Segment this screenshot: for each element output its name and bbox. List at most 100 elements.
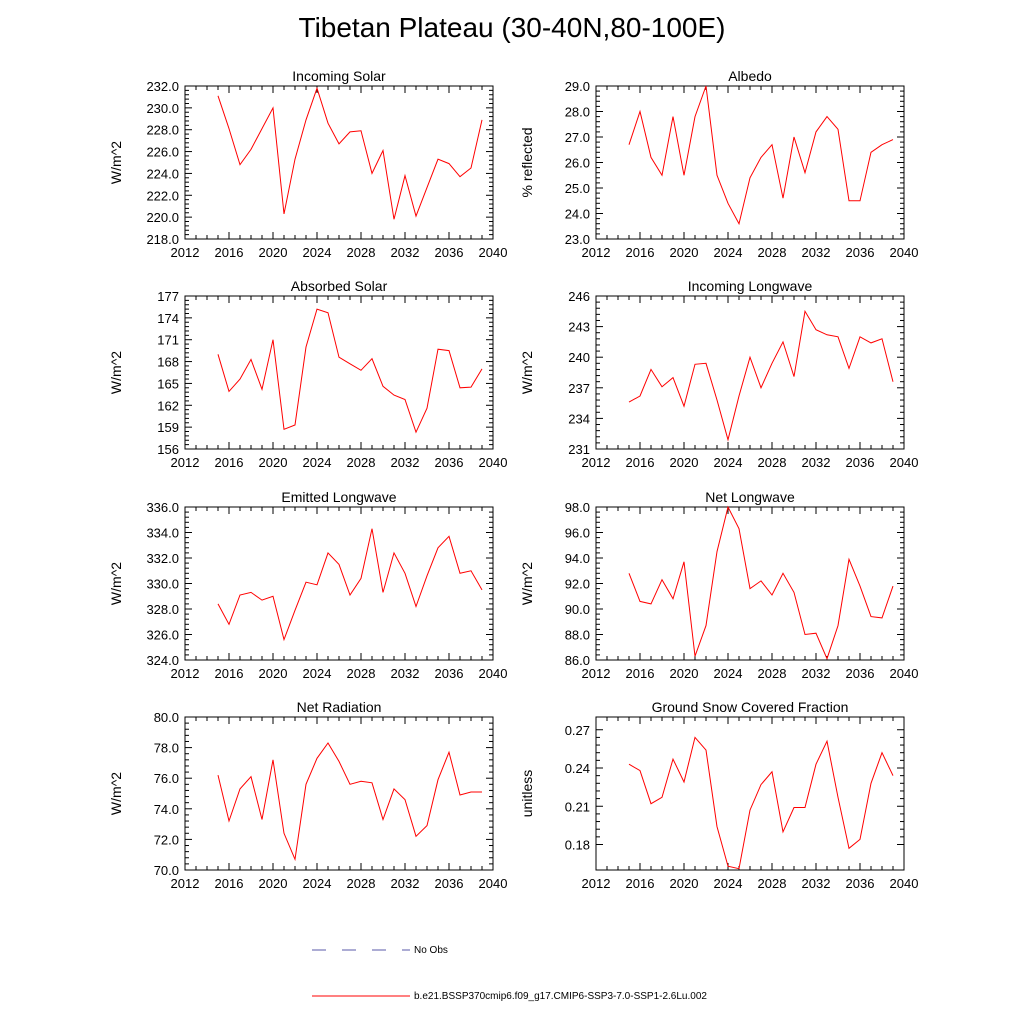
chart-panel: Absorbed Solar W/m^2 2012 2016 2020 2024 2028 2… bbox=[108, 278, 507, 470]
y-tick-label: 334.0 bbox=[146, 526, 179, 541]
x-tick-label: 2032 bbox=[391, 666, 420, 681]
plot-frame bbox=[184, 716, 494, 871]
legend: No Obs b.e21.BSSP370cmip6.f09_g17.CMIP6-S… bbox=[312, 945, 707, 1002]
y-tick-label: 23.0 bbox=[565, 232, 590, 247]
y-axis-label: W/m^2 bbox=[108, 772, 124, 815]
y-tick-label: 90.0 bbox=[565, 602, 590, 617]
x-tick-label: 2032 bbox=[802, 876, 831, 891]
y-tick-label: 0.27 bbox=[565, 723, 590, 738]
x-tick-label: 2024 bbox=[303, 245, 332, 260]
x-tick-label: 2020 bbox=[670, 245, 699, 260]
y-tick-label: 226.0 bbox=[146, 145, 179, 160]
x-tick-label: 2040 bbox=[479, 666, 508, 681]
y-axis-label: % reflected bbox=[519, 127, 535, 197]
x-tick-label: 2024 bbox=[714, 455, 743, 470]
y-tick-label: 162 bbox=[157, 398, 179, 413]
x-tick-label: 2036 bbox=[846, 666, 875, 681]
chart-panel: Net Longwave W/m^2 2012 2016 2020 2024 2028 203… bbox=[519, 489, 918, 681]
x-tick-label: 2028 bbox=[758, 455, 787, 470]
y-tick-label: 86.0 bbox=[565, 653, 590, 668]
y-tick-label: 70.0 bbox=[154, 863, 179, 878]
y-tick-label: 165 bbox=[157, 376, 179, 391]
panel-title: Emitted Longwave bbox=[281, 489, 396, 505]
x-tick-label: 2032 bbox=[802, 245, 831, 260]
y-tick-label: 324.0 bbox=[146, 653, 179, 668]
x-tick-label: 2016 bbox=[626, 666, 655, 681]
x-tick-label: 2028 bbox=[758, 666, 787, 681]
y-tick-label: 94.0 bbox=[565, 551, 590, 566]
x-tick-label: 2024 bbox=[714, 245, 743, 260]
x-tick-label: 2020 bbox=[259, 666, 288, 681]
y-tick-label: 25.0 bbox=[565, 181, 590, 196]
y-tick-label: 328.0 bbox=[146, 602, 179, 617]
x-tick-label: 2024 bbox=[303, 666, 332, 681]
y-tick-label: 74.0 bbox=[154, 802, 179, 817]
x-tick-label: 2016 bbox=[626, 876, 655, 891]
y-axis-label: W/m^2 bbox=[108, 351, 124, 394]
x-tick-label: 2032 bbox=[391, 245, 420, 260]
y-axis-label: W/m^2 bbox=[108, 141, 124, 184]
x-tick-label: 2012 bbox=[582, 245, 611, 260]
y-tick-label: 332.0 bbox=[146, 551, 179, 566]
panel-title: Net Radiation bbox=[297, 699, 382, 715]
series-line bbox=[628, 736, 894, 870]
series-line bbox=[217, 528, 483, 642]
plot-frame bbox=[184, 506, 494, 661]
x-tick-label: 2040 bbox=[479, 245, 508, 260]
y-axis-label: W/m^2 bbox=[108, 562, 124, 605]
y-tick-label: 243 bbox=[568, 320, 590, 335]
y-tick-label: 0.24 bbox=[565, 761, 590, 776]
y-tick-label: 26.0 bbox=[565, 156, 590, 171]
x-tick-label: 2028 bbox=[347, 876, 376, 891]
y-axis-label: W/m^2 bbox=[519, 351, 535, 394]
plot-frame bbox=[595, 85, 905, 240]
y-tick-label: 78.0 bbox=[154, 741, 179, 756]
series-line bbox=[217, 308, 483, 434]
y-tick-label: 330.0 bbox=[146, 577, 179, 592]
x-tick-label: 2012 bbox=[171, 666, 200, 681]
y-tick-label: 232.0 bbox=[146, 79, 179, 94]
x-tick-label: 2016 bbox=[215, 245, 244, 260]
panel-title: Net Longwave bbox=[705, 489, 795, 505]
legend-label-no-obs: No Obs bbox=[414, 945, 448, 956]
x-tick-label: 2040 bbox=[479, 876, 508, 891]
y-tick-label: 231 bbox=[568, 442, 590, 457]
x-tick-label: 2012 bbox=[582, 455, 611, 470]
x-tick-label: 2020 bbox=[670, 455, 699, 470]
x-tick-label: 2032 bbox=[802, 455, 831, 470]
x-tick-label: 2040 bbox=[890, 245, 919, 260]
x-tick-label: 2036 bbox=[846, 455, 875, 470]
y-tick-label: 96.0 bbox=[565, 526, 590, 541]
x-tick-label: 2036 bbox=[846, 876, 875, 891]
x-tick-label: 2028 bbox=[347, 245, 376, 260]
x-tick-label: 2032 bbox=[391, 455, 420, 470]
chart-panel: Emitted Longwave W/m^2 2012 2016 2020 2024 202… bbox=[108, 489, 507, 681]
y-tick-label: 230.0 bbox=[146, 101, 179, 116]
y-tick-label: 234 bbox=[568, 411, 590, 426]
x-tick-label: 2036 bbox=[435, 876, 464, 891]
series-line bbox=[628, 505, 894, 661]
x-tick-label: 2024 bbox=[303, 876, 332, 891]
panel-title: Incoming Longwave bbox=[688, 278, 813, 294]
y-axis-label: W/m^2 bbox=[519, 562, 535, 605]
y-tick-label: 76.0 bbox=[154, 771, 179, 786]
chart-panel: Net Radiation W/m^2 2012 2016 2020 2024 2028 20… bbox=[108, 699, 507, 891]
y-tick-label: 171 bbox=[157, 333, 179, 348]
y-tick-label: 0.18 bbox=[565, 838, 590, 853]
y-tick-label: 80.0 bbox=[154, 710, 179, 725]
panel-title: Ground Snow Covered Fraction bbox=[652, 699, 849, 715]
x-tick-label: 2036 bbox=[846, 245, 875, 260]
x-tick-label: 2040 bbox=[890, 666, 919, 681]
x-tick-label: 2016 bbox=[215, 876, 244, 891]
x-tick-label: 2020 bbox=[259, 455, 288, 470]
x-tick-label: 2032 bbox=[802, 666, 831, 681]
x-tick-label: 2016 bbox=[215, 455, 244, 470]
x-tick-label: 2012 bbox=[582, 666, 611, 681]
series-line bbox=[628, 85, 894, 226]
figure-title: Tibetan Plateau (30-40N,80-100E) bbox=[298, 12, 726, 43]
chart-panel: Albedo % reflected 2012 2016 2020 2024 2028 203… bbox=[519, 68, 918, 260]
x-tick-label: 2028 bbox=[758, 876, 787, 891]
x-tick-label: 2036 bbox=[435, 455, 464, 470]
x-tick-label: 2020 bbox=[670, 876, 699, 891]
